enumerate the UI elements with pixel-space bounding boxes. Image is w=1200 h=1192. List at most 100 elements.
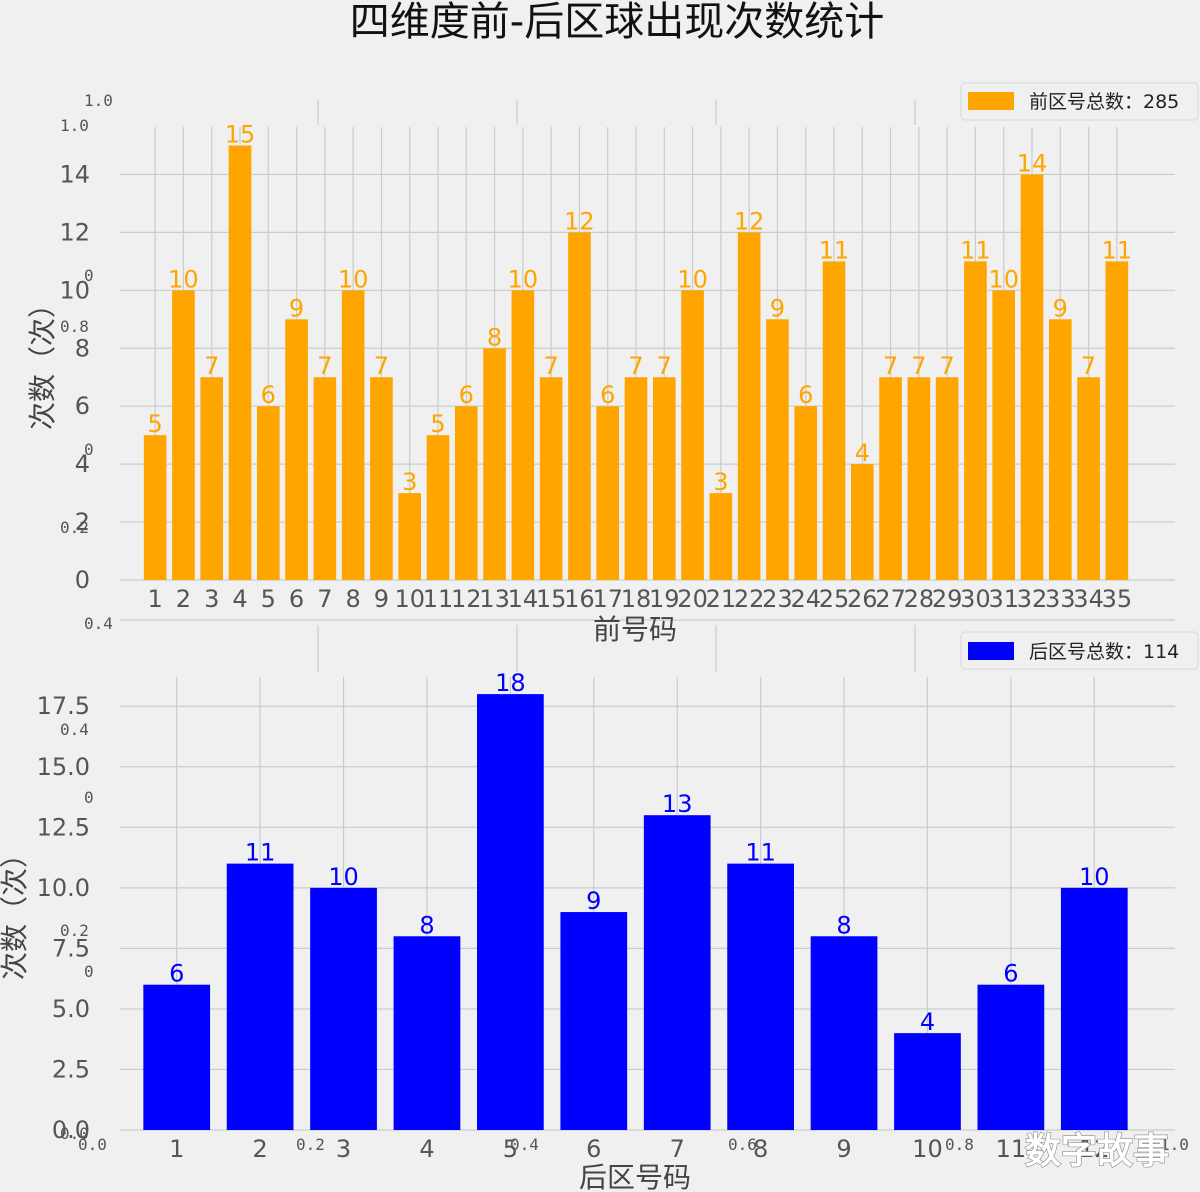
bar	[681, 290, 704, 580]
bar-value-label: 9	[289, 294, 304, 322]
x-tick-label: 35	[1102, 585, 1133, 613]
bar	[511, 290, 535, 580]
back-legend: 后区号总数：114	[960, 631, 1199, 670]
bar	[560, 912, 628, 1130]
ghost-axis-labels: 1.0 1.0 0 0.8 0 0.2 0.4 0.4 0 0.2 0 0.0 …	[60, 91, 1189, 1154]
y-tick-label: 7.5	[52, 934, 90, 962]
bar-value-label: 6	[261, 381, 276, 409]
chart-title: 四维度前-后区球出现次数统计	[350, 0, 884, 45]
bar-value-label: 3	[713, 468, 728, 496]
bar-value-label: 9	[586, 887, 601, 915]
bar-value-label: 6	[798, 381, 813, 409]
bar-value-label: 14	[1017, 149, 1048, 177]
x-tick-label: 32	[1017, 585, 1048, 613]
bar-value-label: 7	[374, 352, 389, 380]
bar	[964, 261, 987, 580]
bar	[370, 377, 393, 580]
x-tick-label: 29	[932, 585, 963, 613]
bar	[977, 984, 1045, 1130]
front-x-axis-label: 前号码	[593, 613, 677, 646]
bar-value-label: 7	[204, 352, 219, 380]
bar-value-label: 7	[628, 352, 643, 380]
x-tick-label: 9	[374, 585, 389, 613]
x-tick-label: 26	[847, 585, 878, 613]
bar-value-label: 12	[734, 207, 765, 235]
bar	[172, 290, 195, 580]
x-tick-label: 12	[451, 585, 482, 613]
bar-value-label: 11	[745, 839, 776, 867]
bar-value-label: 18	[495, 669, 526, 697]
ghost-label: 0.8	[945, 1135, 974, 1154]
bar-value-label: 9	[770, 294, 785, 322]
legend-swatch-back	[968, 642, 1014, 660]
x-tick-label: 27	[875, 585, 906, 613]
x-tick-label: 19	[649, 585, 680, 613]
bar-value-label: 7	[544, 352, 559, 380]
bar	[313, 377, 337, 580]
x-tick-label: 7	[670, 1135, 685, 1163]
legend-label-front: 前区号总数：285	[1029, 91, 1179, 113]
bar-value-label: 10	[677, 265, 708, 293]
bar-value-label: 11	[1102, 236, 1133, 264]
x-tick-label: 13	[479, 585, 510, 613]
bar	[1048, 319, 1072, 580]
ghost-label: 0.8	[60, 317, 89, 336]
bar	[596, 406, 620, 580]
x-tick-label: 10	[394, 585, 425, 613]
bar-value-label: 10	[1079, 863, 1110, 891]
bar-value-label: 4	[920, 1008, 935, 1036]
ghost-label: 0	[84, 962, 94, 981]
x-tick-label: 15	[536, 585, 567, 613]
bar	[539, 377, 563, 580]
bar	[652, 377, 676, 580]
watermark: 数字故事	[1025, 1131, 1169, 1172]
x-tick-label: 4	[232, 585, 247, 613]
bar-value-label: 7	[911, 352, 926, 380]
bar	[477, 694, 544, 1130]
y-tick-label: 8	[75, 334, 90, 362]
x-tick-label: 14	[508, 585, 539, 613]
legend-label-back: 后区号总数：114	[1029, 641, 1179, 663]
front-y-axis-label: 次数（次）	[26, 290, 59, 430]
x-tick-label: 18	[621, 585, 652, 613]
y-tick-label: 0	[75, 566, 90, 594]
y-tick-label: 2	[75, 508, 90, 536]
ghost-label: 0.2	[60, 518, 89, 537]
x-tick-label: 5	[261, 585, 276, 613]
ghost-label: 0.2	[60, 921, 89, 940]
bar	[143, 984, 211, 1130]
y-tick-label: 5.0	[52, 995, 90, 1023]
bar	[1060, 887, 1128, 1130]
x-tick-label: 20	[677, 585, 708, 613]
bar-value-label: 7	[317, 352, 332, 380]
bar	[992, 290, 1016, 580]
bar	[709, 493, 733, 580]
ghost-label: 0.0	[78, 1135, 107, 1154]
bar	[1105, 261, 1129, 580]
bar	[426, 435, 450, 580]
bar-value-label: 10	[328, 863, 359, 891]
bar	[810, 936, 878, 1130]
bar-value-label: 6	[459, 381, 474, 409]
y-tick-label: 15.0	[37, 753, 90, 781]
bar	[310, 887, 377, 1130]
bar-value-label: 15	[225, 120, 256, 148]
ghost-label: 1.0	[60, 116, 89, 135]
back-y-axis-label: 次数（次）	[0, 840, 31, 980]
x-tick-label: 3	[336, 1135, 351, 1163]
x-tick-label: 5	[503, 1135, 518, 1163]
bar	[1077, 377, 1100, 580]
y-tick-label: 2.5	[52, 1055, 90, 1083]
x-tick-label: 17	[592, 585, 623, 613]
bar	[483, 348, 506, 580]
bar	[935, 377, 959, 580]
bar	[454, 406, 478, 580]
bar-value-label: 8	[487, 323, 502, 351]
bar-value-label: 10	[338, 265, 369, 293]
x-tick-label: 1	[169, 1135, 184, 1163]
x-tick-label: 21	[706, 585, 737, 613]
bar-value-label: 5	[430, 410, 445, 438]
x-tick-label: 12	[1079, 1135, 1110, 1163]
x-tick-label: 24	[790, 585, 821, 613]
